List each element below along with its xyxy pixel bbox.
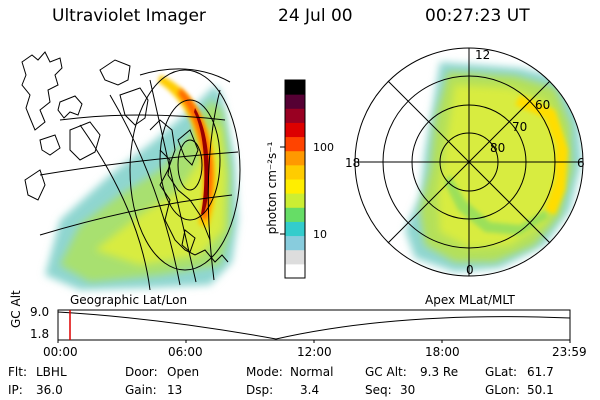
emission-bright xyxy=(95,125,226,265)
geo-caption: Geographic Lat/Lon xyxy=(70,293,188,307)
gcalt-label: GC Alt: xyxy=(365,365,407,379)
seq-value: 30 xyxy=(400,383,416,397)
mlt-label-6: 6 xyxy=(577,156,585,170)
ip-value: 36.0 xyxy=(36,383,63,397)
mlt-line-diag-2 xyxy=(387,80,551,244)
timeline-x-tick-0600: 06:00 xyxy=(168,345,203,359)
colorbar: 100 10 photon cm⁻²s⁻¹ xyxy=(265,79,334,279)
door-value: Open xyxy=(167,365,200,379)
timeline-chart xyxy=(57,309,571,343)
colorbar-band xyxy=(285,150,305,166)
colorbar-band xyxy=(285,80,305,95)
coastlines xyxy=(21,51,229,263)
colorbar-band xyxy=(285,235,305,251)
seq-label: Seq: xyxy=(365,383,392,397)
colorbar-gradient xyxy=(285,80,305,279)
mlt-label-18: 18 xyxy=(345,156,360,170)
door-label: Door: xyxy=(125,365,158,379)
geo-grid xyxy=(39,68,241,291)
timeline-axis-label: GC Alt xyxy=(9,290,23,328)
mlat-label-60: 60 xyxy=(535,98,550,112)
dsp-value: 3.4 xyxy=(300,383,320,397)
colorbar-band xyxy=(285,164,305,180)
dsp-label: Dsp: xyxy=(246,383,274,397)
date: 24 Jul 00 xyxy=(278,6,353,26)
polar-grid xyxy=(354,47,584,277)
mlt-label-12: 12 xyxy=(475,48,490,62)
timeline-x-tick-0000: 00:00 xyxy=(43,345,78,359)
polar-emission-arc xyxy=(444,175,548,235)
ip-label: IP: xyxy=(8,383,23,397)
auroral-image-geo xyxy=(45,75,238,290)
polar-plot: 12 18 6 0 60 70 80 xyxy=(345,47,585,277)
timeline-frame xyxy=(57,309,571,341)
colorbar-band xyxy=(285,249,305,265)
mlat-label-70: 70 xyxy=(512,120,527,134)
mode-value: Normal xyxy=(290,365,334,379)
time: 00:27:23 UT xyxy=(425,6,530,26)
polar-emission-yellow xyxy=(515,95,568,215)
timeline-x-tick-1200: 12:00 xyxy=(297,345,332,359)
flt-value: LBHL xyxy=(36,365,67,379)
mode-label: Mode: xyxy=(246,365,283,379)
mlat-label-80: 80 xyxy=(490,141,505,155)
colorbar-frame xyxy=(284,79,306,279)
flt-label: Flt: xyxy=(8,365,27,379)
auroral-image-polar xyxy=(405,62,582,272)
colorbar-band xyxy=(285,108,305,123)
auroral-oval-peak xyxy=(194,108,209,215)
glon-value: 50.1 xyxy=(527,383,554,397)
apex-caption: Apex MLat/MLT xyxy=(425,293,515,307)
timeline-x-tick-2359: 23:59 xyxy=(552,345,587,359)
colorbar-tick-label-10: 10 xyxy=(313,228,327,241)
gain-label: Gain: xyxy=(125,383,157,397)
timeline-x-tick-1800: 18:00 xyxy=(425,345,460,359)
geographic-map xyxy=(21,51,241,291)
colorbar-band xyxy=(285,207,305,222)
timeline-y-tick-high: 9.0 xyxy=(30,305,50,319)
mlt-label-0: 0 xyxy=(466,263,474,277)
colorbar-band xyxy=(285,122,305,138)
gain-value: 13 xyxy=(167,383,183,397)
glat-value: 61.7 xyxy=(527,365,554,379)
timeline-x-ticks xyxy=(57,340,571,343)
gcalt-value: 9.3 Re xyxy=(420,365,459,379)
title: Ultraviolet Imager xyxy=(52,6,206,26)
colorbar-unit-label: photon cm⁻²s⁻¹ xyxy=(265,141,279,234)
colorbar-band xyxy=(285,193,305,208)
timeline-y-tick-low: 1.8 xyxy=(30,327,50,341)
colorbar-band xyxy=(285,136,305,152)
colorbar-band xyxy=(285,263,305,279)
altitude-curve xyxy=(57,311,571,340)
glon-label: GLon: xyxy=(485,383,520,397)
colorbar-band xyxy=(285,179,305,194)
colorbar-band xyxy=(285,94,305,109)
colorbar-band xyxy=(285,221,305,237)
colorbar-tick-label-100: 100 xyxy=(313,141,334,154)
glat-label: GLat: xyxy=(485,365,518,379)
